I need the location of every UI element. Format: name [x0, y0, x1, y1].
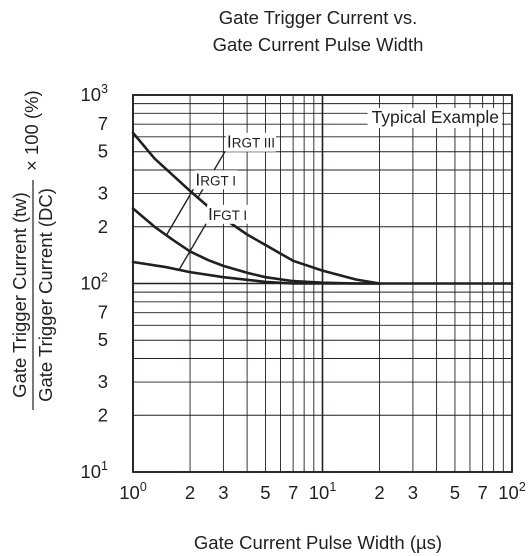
- x-tick-label: 101: [309, 480, 337, 503]
- y-axis-label: Gate Trigger Current (tw) Gate Trigger C…: [9, 90, 56, 410]
- y-tick-label: 5: [98, 329, 108, 350]
- x-tick-label: 2: [374, 482, 384, 503]
- series-label-subscript: RGT I: [200, 173, 236, 188]
- chart-title-line-1: Gate Trigger Current vs.: [219, 7, 417, 28]
- typical-example-background: [367, 108, 502, 128]
- x-tick-labels: 100 2 3 5 7 101 2 3 5 7 102: [119, 480, 526, 503]
- y-axis-label-numerator: Gate Trigger Current (tw): [9, 192, 30, 398]
- series-labels: IRGT III IRGT I IFGT I Typical Example: [165, 107, 502, 271]
- y-tick-label: 7: [98, 113, 108, 134]
- tick-exponent: 1: [329, 480, 336, 494]
- x-tick-label: 102: [498, 480, 526, 503]
- y-tick-label: 102: [80, 271, 108, 294]
- x-tick-label: 100: [119, 480, 147, 503]
- series-line: [131, 131, 381, 285]
- x-tick-label: 3: [408, 482, 418, 503]
- series-label-background: [207, 204, 249, 224]
- x-tick-label: 7: [477, 482, 487, 503]
- series-label: IRGT III: [227, 132, 275, 152]
- x-axis-label: Gate Current Pulse Width (µs): [194, 532, 442, 553]
- series-label: IFGT I: [208, 204, 247, 224]
- series-label-background: [194, 170, 238, 190]
- x-tick-label: 2: [185, 482, 195, 503]
- series-label-subscript: RGT III: [232, 136, 275, 151]
- x-tick-label: 5: [450, 482, 460, 503]
- y-axis-label-denominator: Gate Trigger Current (DC): [35, 188, 56, 402]
- series-line: [131, 260, 381, 285]
- y-tick-label: 3: [98, 371, 108, 392]
- series-layer: [131, 131, 514, 285]
- series-label-background: [225, 132, 277, 152]
- series-label-subscript: FGT I: [213, 208, 247, 223]
- x-tick-label: 5: [260, 482, 270, 503]
- tick-exponent: 2: [519, 480, 526, 494]
- y-axis-label-suffix: × 100 (%): [21, 90, 42, 171]
- chart-title-line-2: Gate Current Pulse Width: [213, 34, 424, 55]
- series-label-leader: [178, 223, 207, 271]
- y-tick-label: 3: [98, 183, 108, 204]
- series-label-leader: [165, 188, 194, 236]
- y-tick-label: 7: [98, 302, 108, 323]
- y-tick-label: 5: [98, 141, 108, 162]
- y-tick-label: 101: [80, 459, 108, 482]
- typical-example-annotation: Typical Example: [372, 107, 499, 127]
- y-tick-label: 2: [98, 216, 108, 237]
- x-tick-label: 3: [218, 482, 228, 503]
- y-tick-label: 103: [80, 82, 108, 105]
- y-tick-label: 2: [98, 404, 108, 425]
- tick-exponent: 0: [140, 480, 147, 494]
- series-label: IRGT I: [195, 169, 236, 189]
- x-tick-label: 7: [288, 482, 298, 503]
- tick-exponent: 3: [101, 82, 108, 96]
- tick-exponent: 1: [101, 459, 108, 473]
- tick-exponent: 2: [101, 271, 108, 285]
- series-line: [131, 207, 381, 285]
